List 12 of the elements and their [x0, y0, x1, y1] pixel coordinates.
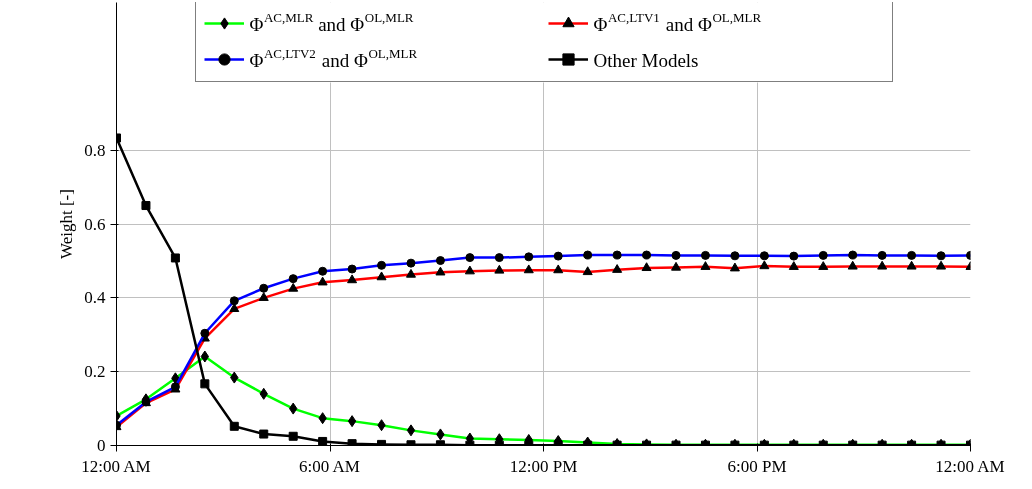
y-axis-title: Weight [-] [57, 189, 77, 259]
y-tick-label: 0.6 [84, 214, 106, 234]
x-tick-label: 12:00 AM [935, 456, 1005, 476]
x-tick-label: 12:00 PM [509, 456, 578, 476]
legend-label: Other Models [593, 50, 699, 71]
y-tick-label: 0.2 [84, 362, 106, 382]
y-tick-label: 0 [97, 436, 106, 455]
x-tick-label: 12:00 AM [81, 456, 151, 476]
x-tick-label: 6:00 AM [299, 456, 360, 476]
x-tick-label: 6:00 PM [727, 456, 787, 476]
y-tick-label: 0.4 [84, 288, 106, 308]
y-tick-label: 0.8 [84, 140, 106, 160]
